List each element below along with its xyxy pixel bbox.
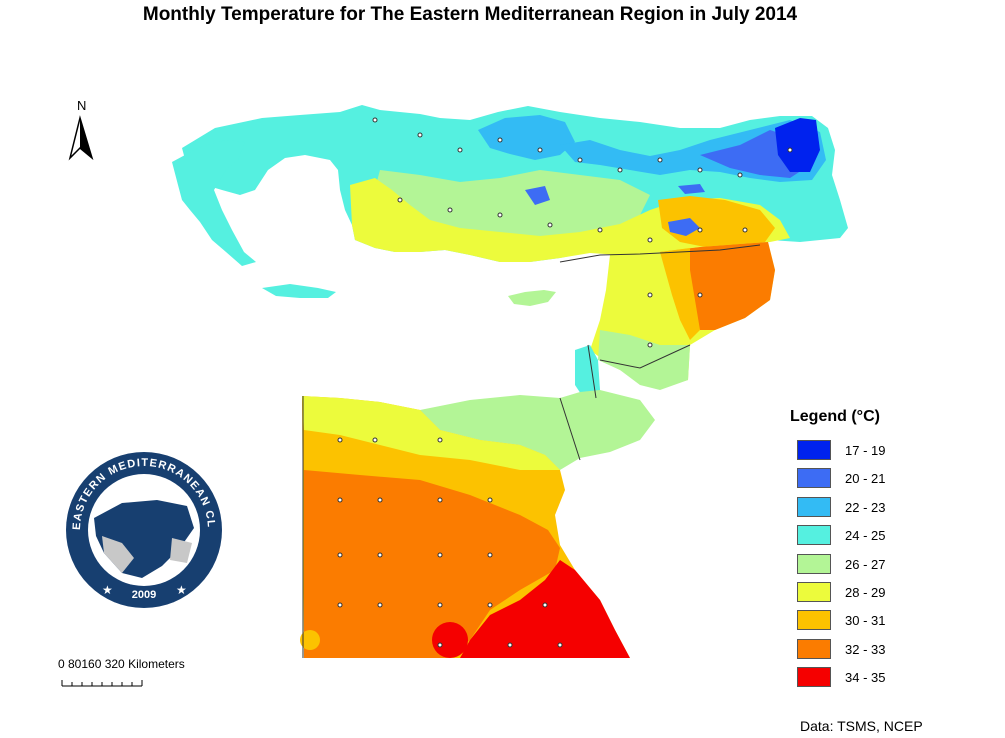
legend-label: 28 - 29 [845,584,886,600]
scale-bar [61,680,143,687]
map-title: Monthly Temperature for The Eastern Medi… [142,4,798,25]
legend-label: 26 - 27 [845,556,886,572]
north-arrow-shade [80,118,92,158]
scale-label: 0 80160 320 Kilometers [58,657,185,671]
logo-year: 2009 [132,589,156,601]
legend-swatch [797,468,831,489]
crete-region [262,284,336,298]
legend-swatch [797,610,831,631]
legend-swatch [797,638,831,659]
legend-label: 24 - 25 [845,528,886,544]
lake-keban [678,184,705,194]
legend-label: 32 - 33 [845,641,886,657]
legend-label: 17 - 19 [845,443,886,458]
legend-label: 20 - 21 [845,471,886,487]
greece-region [172,140,256,266]
legend-label: 22 - 23 [845,499,886,515]
legend-swatch [797,525,831,546]
syria-light-orange [660,248,700,340]
blue-zone-4 [775,118,820,172]
legend-swatch [797,581,831,602]
jordan-green [598,330,690,390]
lake-van [668,218,700,236]
station-points [337,117,793,648]
egypt-orange [304,470,560,658]
legend-swatch [797,440,831,460]
logo-star-left-icon: ★ [102,583,113,597]
border-lines [302,244,761,658]
egypt-yellow [302,396,560,470]
cyprus-region [508,290,556,306]
egypt-red-spot [432,622,468,658]
legend-title: Legend (°C) [790,408,880,425]
egypt-west-spot [300,630,320,650]
legend-label: 34 - 35 [845,670,886,686]
north-label: N [77,98,87,113]
emcc-logo: EASTERN MEDITERRANEAN CLIMATE CENTRE 200… [62,448,224,610]
legend-swatch [797,667,831,688]
data-source: Data: TSMS, NCEP [800,718,923,734]
legend-swatch [797,496,831,517]
lake-tuz [525,186,550,205]
logo-star-right-icon: ★ [176,583,187,597]
egypt-red [460,560,630,658]
legend-swatch [797,553,831,574]
legend-label: 30 - 31 [845,613,886,629]
sinai-region [420,390,655,470]
blue-zone-1 [478,115,575,160]
